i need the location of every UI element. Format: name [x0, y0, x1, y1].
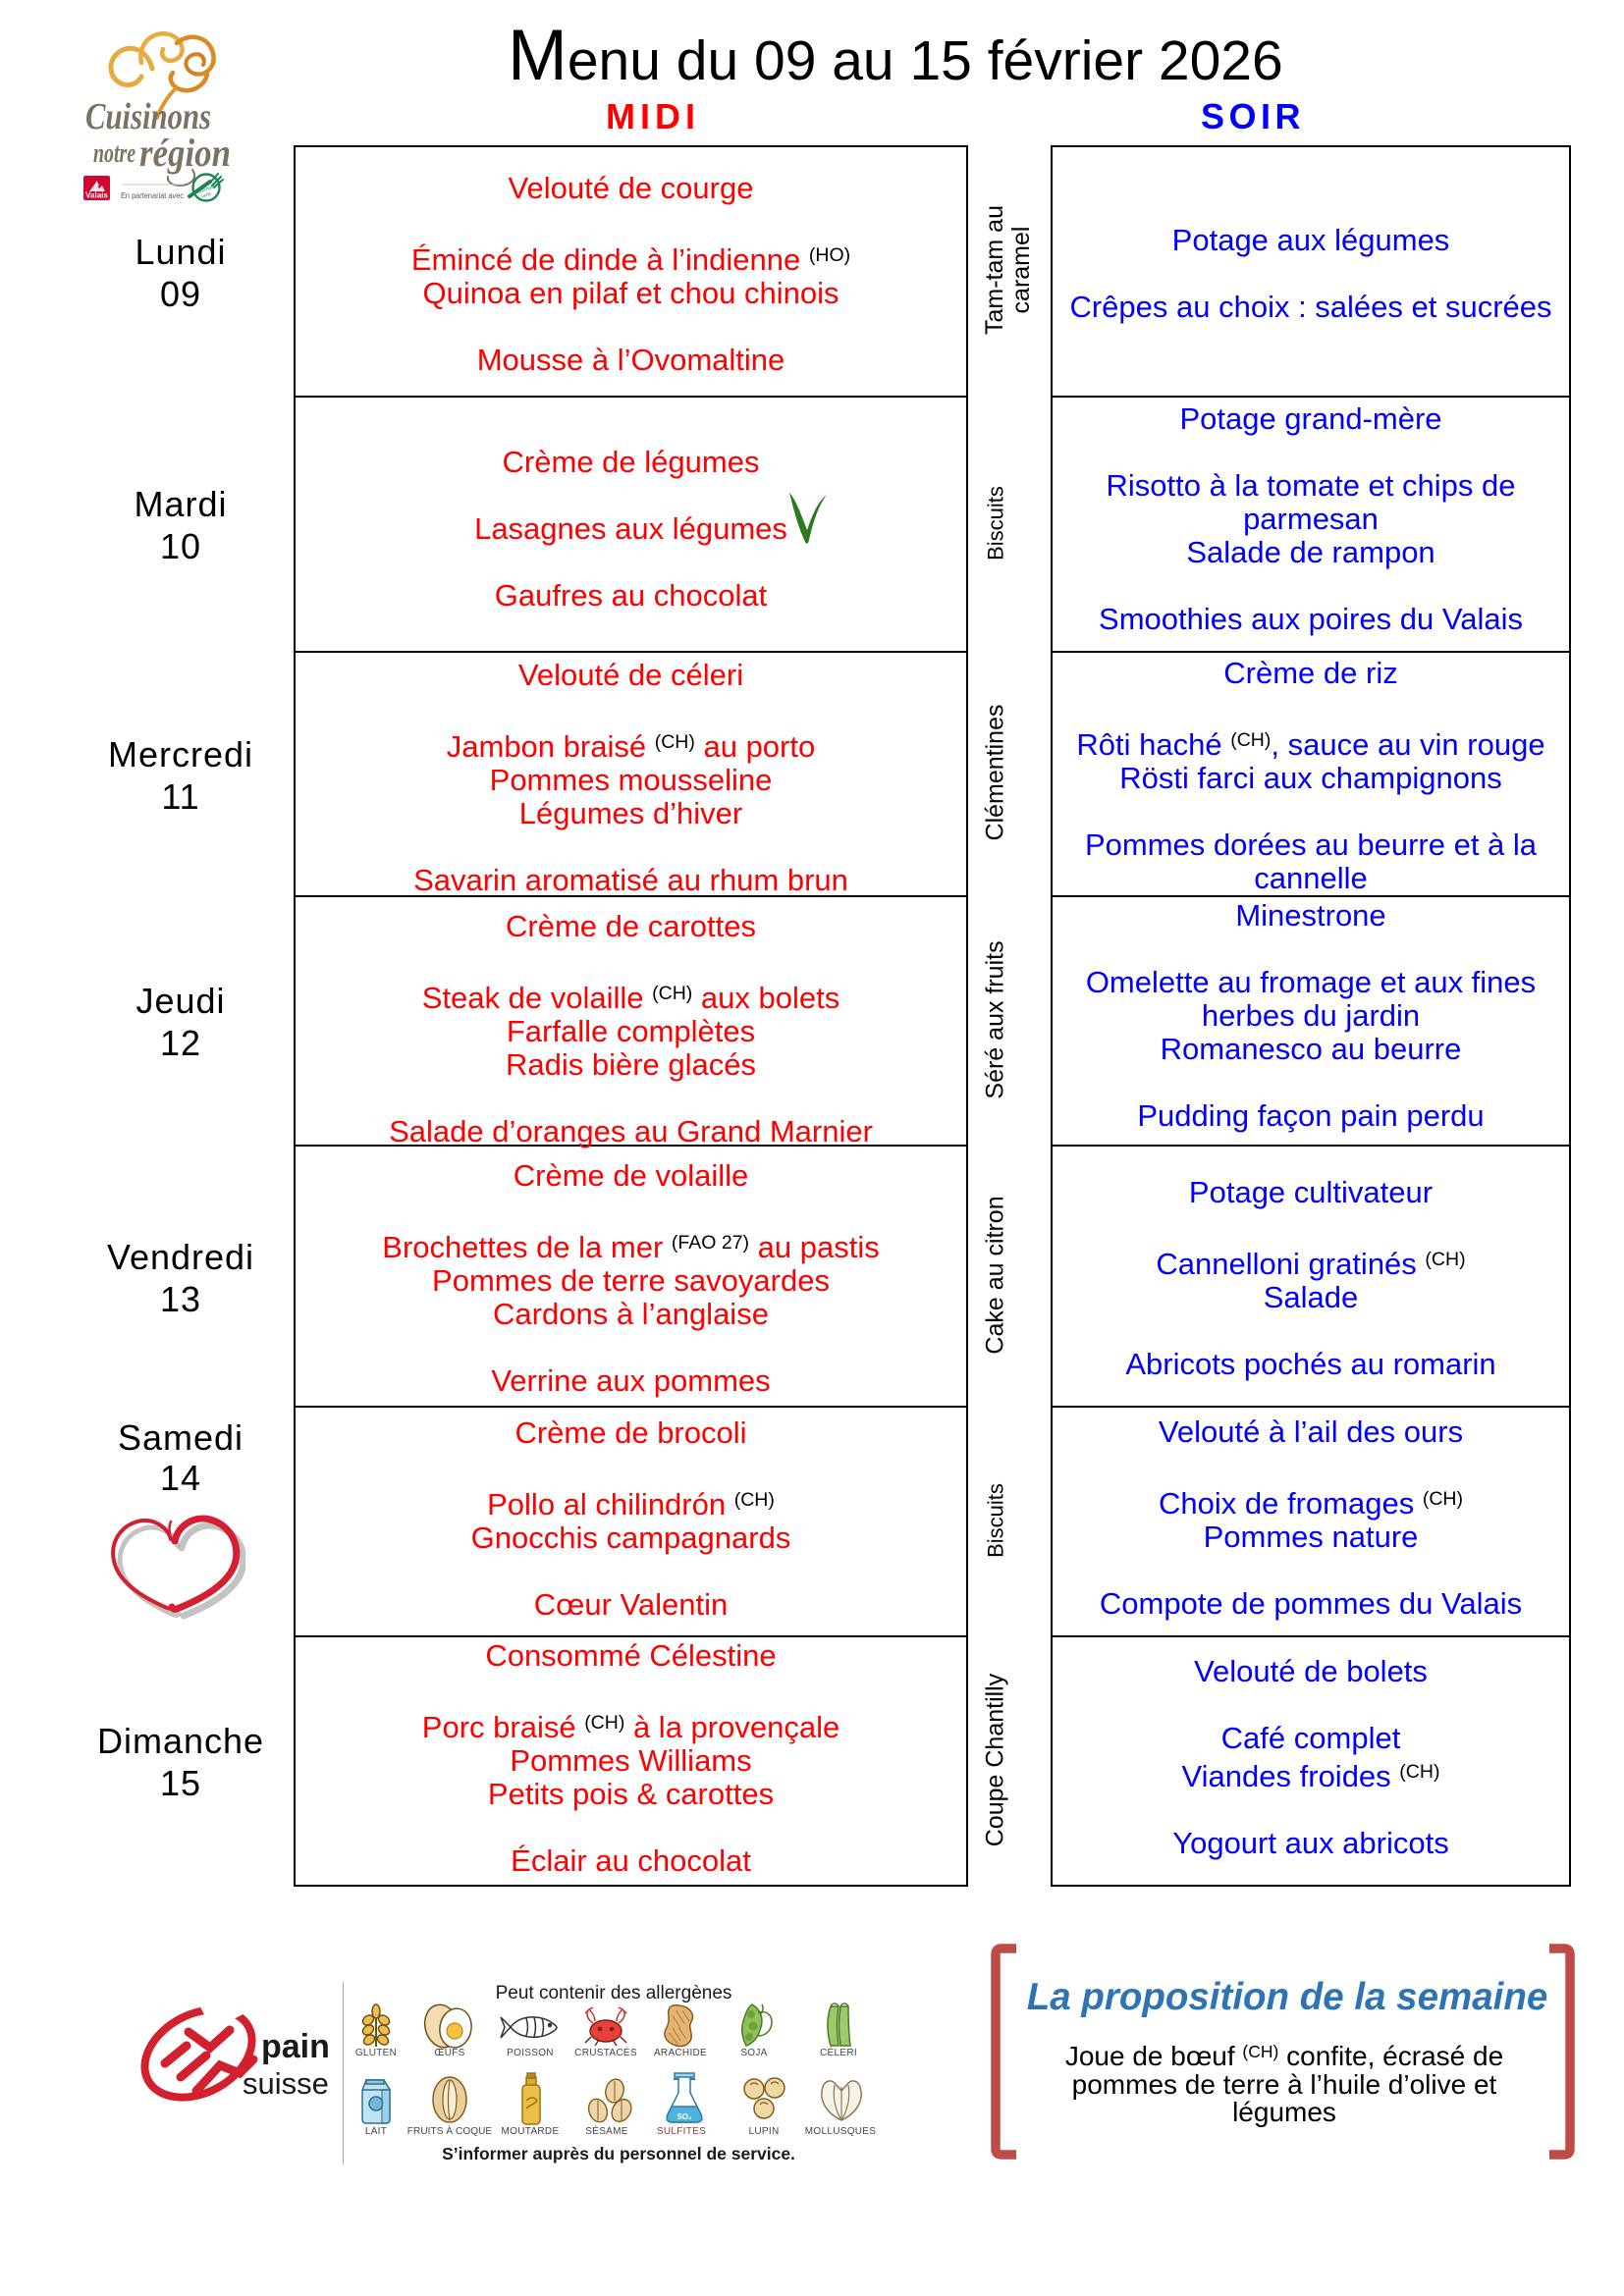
svg-text:pain: pain [261, 2028, 330, 2065]
svg-text:SO₂: SO₂ [677, 2112, 692, 2121]
svg-text:région: région [139, 131, 231, 175]
svg-text:Valais: Valais [85, 191, 108, 200]
svg-text:verte: verte [201, 190, 213, 198]
svg-text:fourchette: fourchette [196, 184, 217, 195]
svg-text:suisse: suisse [243, 2066, 329, 2101]
svg-text:Cuisinons: Cuisinons [85, 96, 211, 137]
svg-text:notre: notre [93, 137, 135, 169]
svg-text:En partenariat avec: En partenariat avec [121, 191, 184, 200]
